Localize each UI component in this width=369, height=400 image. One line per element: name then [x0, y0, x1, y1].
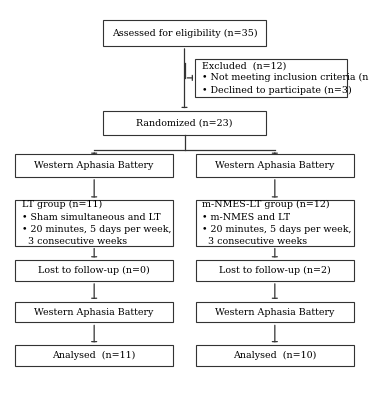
FancyBboxPatch shape: [15, 200, 173, 246]
FancyBboxPatch shape: [196, 302, 354, 322]
Text: Lost to follow-up (n=0): Lost to follow-up (n=0): [38, 266, 150, 275]
Text: Analysed  (n=11): Analysed (n=11): [52, 351, 136, 360]
Text: Randomized (n=23): Randomized (n=23): [136, 119, 233, 128]
Text: Western Aphasia Battery: Western Aphasia Battery: [34, 308, 154, 317]
FancyBboxPatch shape: [103, 20, 266, 46]
Text: LT group (n=11)
• Sham simultaneous and LT
• 20 minutes, 5 days per week,
  3 co: LT group (n=11) • Sham simultaneous and …: [22, 200, 171, 246]
Text: Western Aphasia Battery: Western Aphasia Battery: [215, 161, 335, 170]
Text: Lost to follow-up (n=2): Lost to follow-up (n=2): [219, 266, 331, 275]
Text: Western Aphasia Battery: Western Aphasia Battery: [34, 161, 154, 170]
Text: Assessed for eligibility (n=35): Assessed for eligibility (n=35): [112, 28, 257, 38]
FancyBboxPatch shape: [103, 111, 266, 135]
FancyBboxPatch shape: [196, 260, 354, 281]
Text: m-NMES-LT group (n=12)
• m-NMES and LT
• 20 minutes, 5 days per week,
  3 consec: m-NMES-LT group (n=12) • m-NMES and LT •…: [202, 200, 352, 246]
FancyBboxPatch shape: [15, 260, 173, 281]
FancyBboxPatch shape: [196, 345, 354, 366]
FancyBboxPatch shape: [196, 200, 354, 246]
FancyBboxPatch shape: [15, 302, 173, 322]
FancyBboxPatch shape: [15, 154, 173, 177]
FancyBboxPatch shape: [195, 59, 348, 97]
Text: Analysed  (n=10): Analysed (n=10): [233, 351, 317, 360]
FancyBboxPatch shape: [196, 154, 354, 177]
Text: Excluded  (n=12)
• Not meeting inclusion criteria (n=9)
• Declined to participat: Excluded (n=12) • Not meeting inclusion …: [201, 61, 369, 95]
FancyBboxPatch shape: [15, 345, 173, 366]
Text: Western Aphasia Battery: Western Aphasia Battery: [215, 308, 335, 317]
